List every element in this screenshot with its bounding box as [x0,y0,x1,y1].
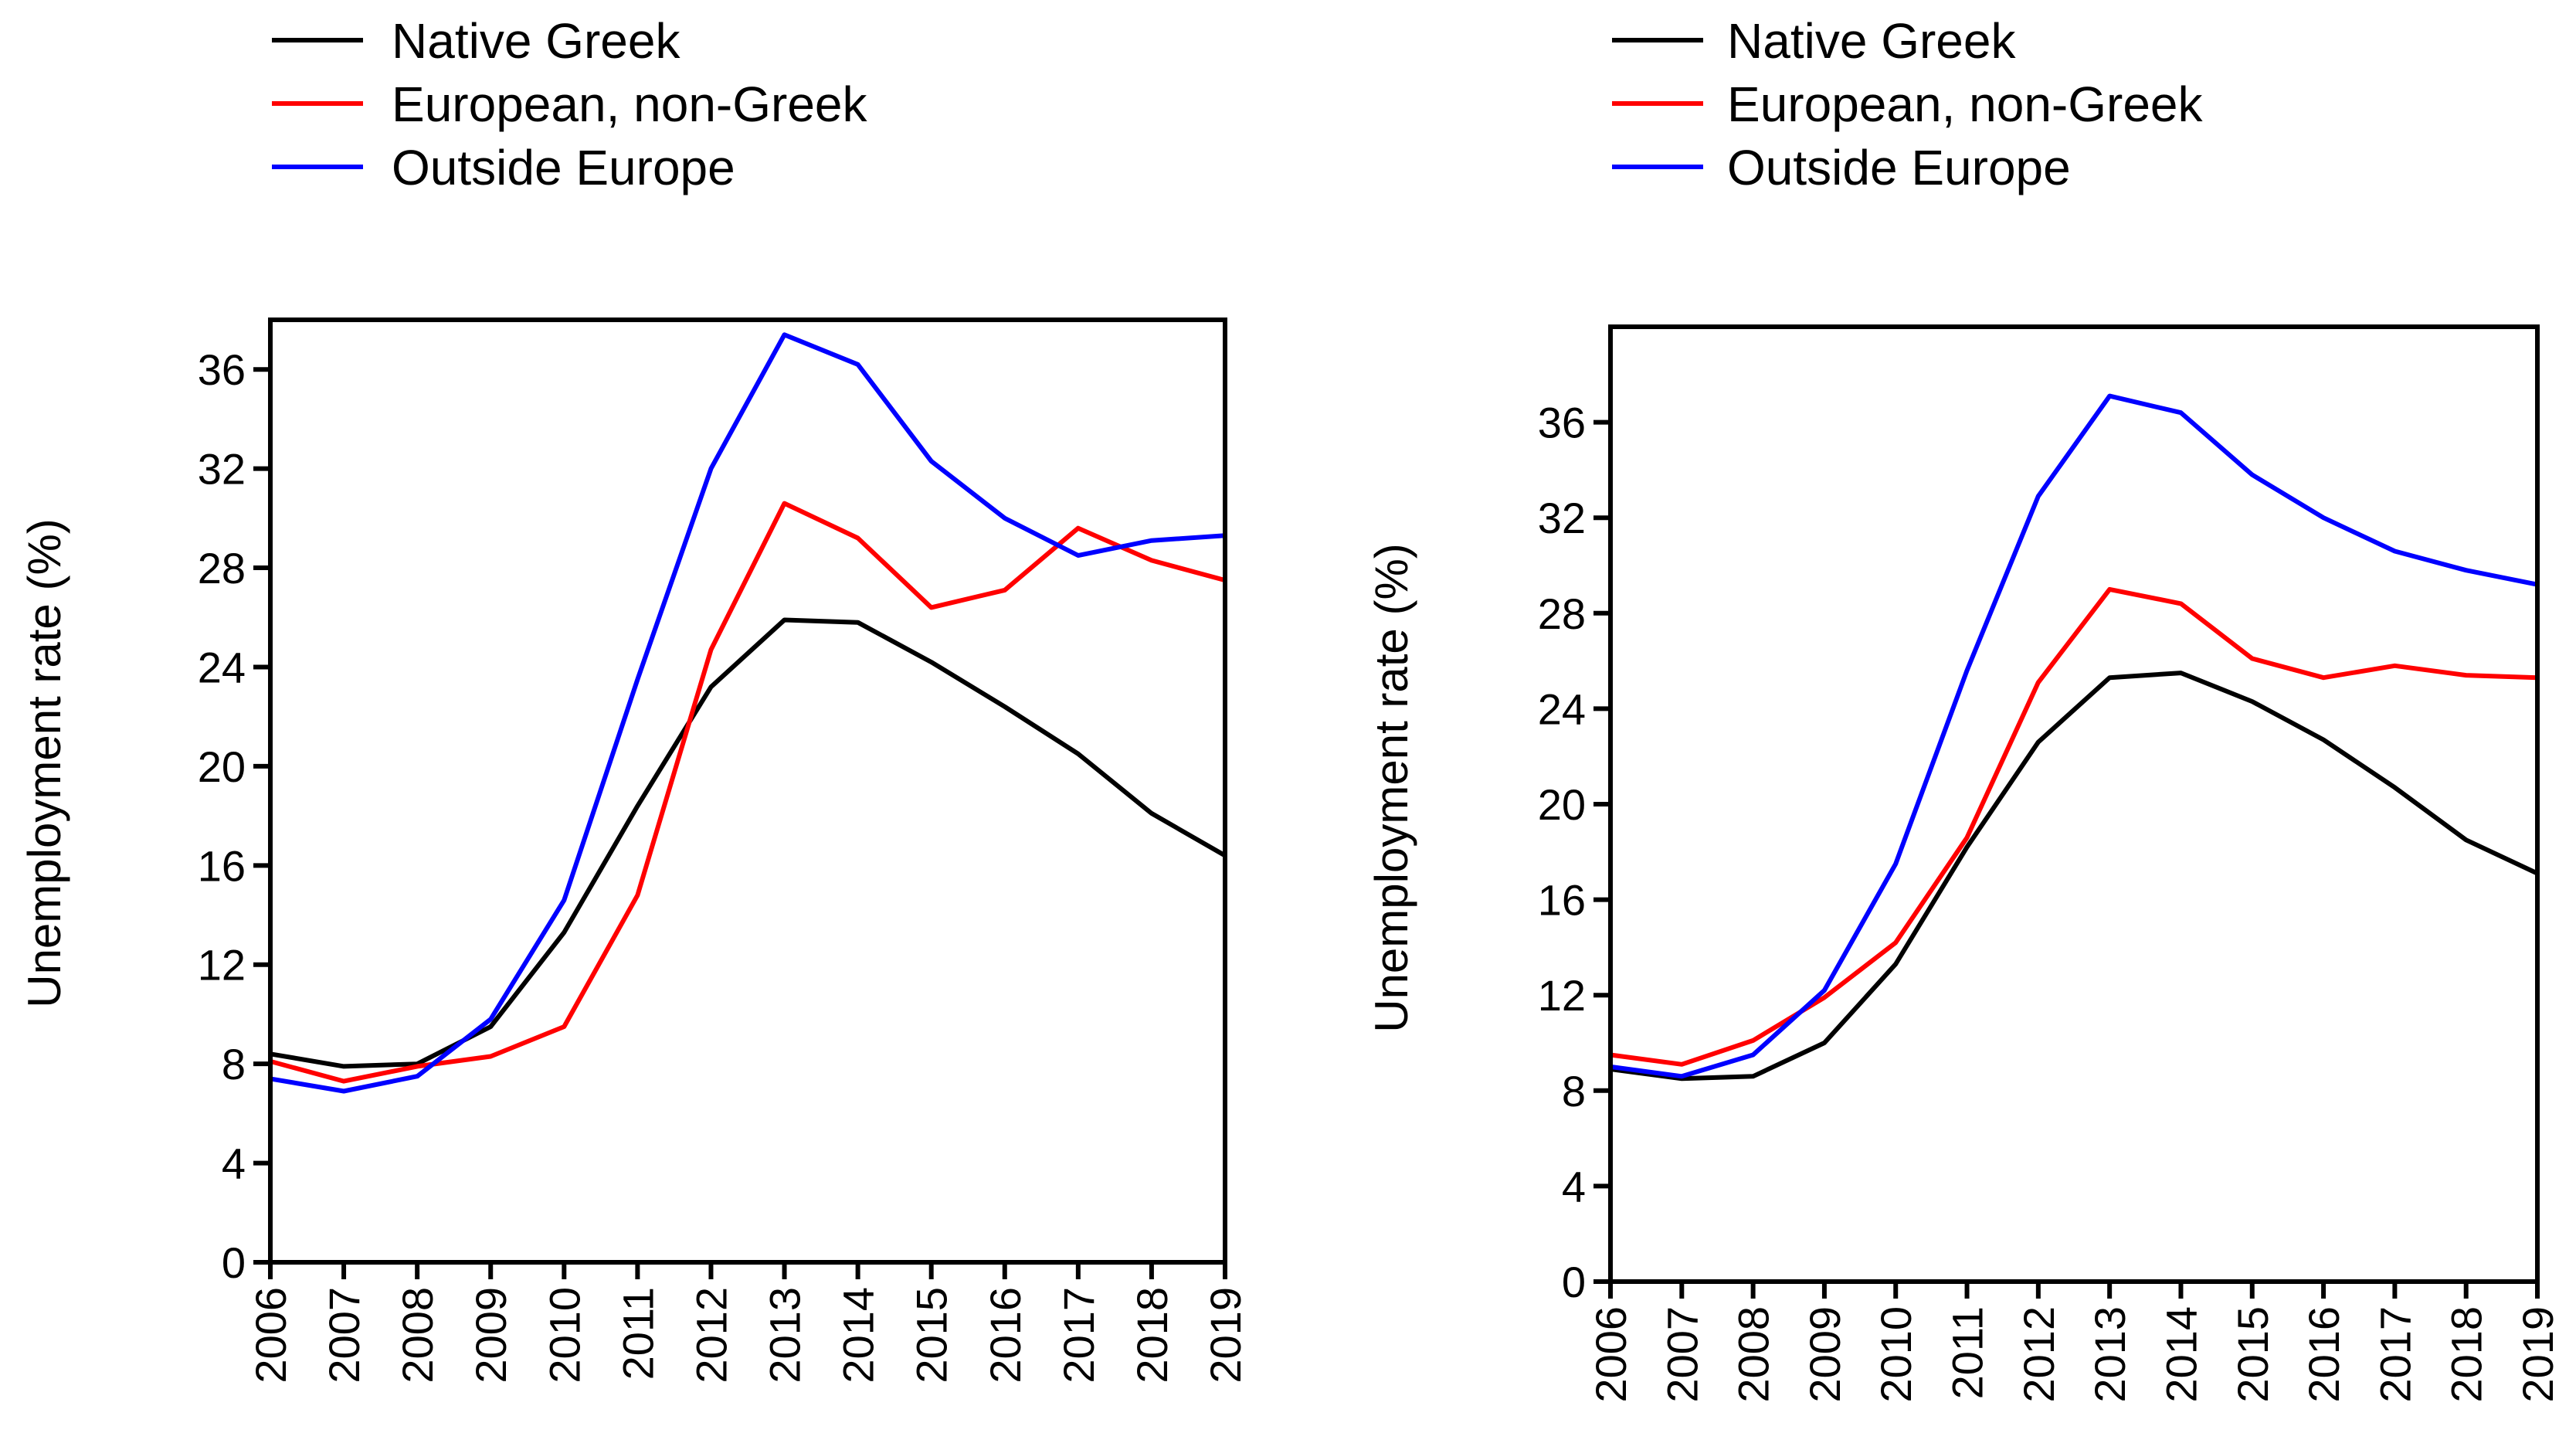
legend-label-outside-europe-right: Outside Europe [1727,140,2071,195]
x-tick-label-left-2015: 2015 [908,1287,956,1384]
series-right [1608,393,2540,1082]
x-tick-label-left-2012: 2012 [687,1287,735,1384]
y-tick-label-right-28: 28 [1538,589,1586,638]
y-tick-label-left-8: 8 [222,1040,246,1088]
y-tick-label-right-36: 36 [1538,399,1586,447]
legend-label-native-greek-left: Native Greek [392,13,680,69]
legend-label-outside-europe-left: Outside Europe [392,140,735,195]
x-tick-label-left-2019: 2019 [1201,1287,1250,1384]
y-tick-label-right-24: 24 [1538,684,1586,733]
x-tick-label-left-2018: 2018 [1128,1287,1176,1384]
x-tick-label-right-2013: 2013 [2086,1306,2134,1403]
y-tick-label-left-12: 12 [198,941,246,990]
x-tick-label-right-2016: 2016 [2299,1306,2348,1403]
x-tick-label-left-2017: 2017 [1054,1287,1103,1384]
y-tick-label-right-20: 20 [1538,780,1586,829]
y-tick-label-right-32: 32 [1538,494,1586,542]
plot-frame-right [1608,324,2540,1284]
chart-left: Native Greek European, non-Greek Outside… [19,13,1250,1384]
x-tick-label-left-2014: 2014 [834,1287,883,1384]
x-tick-label-left-2013: 2013 [761,1287,809,1384]
x-tick-label-left-2009: 2009 [467,1287,515,1384]
y-tick-label-left-32: 32 [198,445,246,494]
y-tick-label-left-16: 16 [198,841,246,890]
y-tick-label-right-12: 12 [1538,971,1586,1020]
y-tick-label-right-8: 8 [1562,1067,1586,1116]
series-left [268,332,1227,1094]
x-ticks-right: 2006 2007 2008 2009 2010 2011 2012 2013 2014 2015… [1587,1282,2562,1403]
y-tick-label-right-0: 0 [1562,1258,1586,1306]
y-tick-label-left-28: 28 [198,544,246,593]
y-tick-label-right-4: 4 [1562,1162,1586,1211]
plot-frame-left [268,318,1227,1265]
y-ticks-left: 0 4 8 12 16 20 24 28 32 36 [198,345,270,1287]
series-line-left-outside-europe [268,332,1227,1094]
chart-right: Native Greek European, non-Greek Outside… [1366,13,2562,1403]
x-tick-label-right-2018: 2018 [2442,1306,2491,1403]
x-tick-label-right-2012: 2012 [2014,1306,2063,1403]
x-tick-label-left-2008: 2008 [393,1287,442,1384]
legend-left: Native Greek European, non-Greek Outside… [272,13,868,195]
x-tick-label-left-2007: 2007 [320,1287,368,1384]
x-tick-label-right-2008: 2008 [1729,1306,1778,1403]
x-ticks-left: 2006 2007 2008 2009 2010 2011 2012 2013 2014 2015… [246,1262,1250,1384]
x-tick-label-right-2015: 2015 [2228,1306,2277,1403]
y-ticks-right: 0 4 8 12 16 20 24 28 32 36 [1538,399,1610,1306]
legend-label-european-right: European, non-Greek [1727,76,2204,132]
y-tick-label-left-0: 0 [222,1238,246,1287]
y-axis-label-right: Unemployment rate (%) [1366,543,1417,1033]
series-line-right-outside-europe [1608,393,2540,1079]
x-tick-label-right-2017: 2017 [2371,1306,2419,1403]
x-tick-label-left-2006: 2006 [246,1287,295,1384]
legend-right: Native Greek European, non-Greek Outside… [1612,13,2204,195]
y-tick-label-left-20: 20 [198,742,246,791]
y-tick-label-right-16: 16 [1538,876,1586,925]
x-tick-label-right-2010: 2010 [1872,1306,1920,1403]
y-tick-label-left-36: 36 [198,345,246,394]
y-axis-label-left: Unemployment rate (%) [19,518,70,1008]
x-tick-label-right-2007: 2007 [1658,1306,1706,1403]
y-tick-label-left-4: 4 [222,1139,246,1188]
y-tick-label-left-24: 24 [198,643,246,691]
x-tick-label-right-2006: 2006 [1587,1306,1635,1403]
legend-label-native-greek-right: Native Greek [1727,13,2016,69]
x-tick-label-right-2011: 2011 [1943,1306,1992,1399]
series-line-right-european-non-greek [1608,586,2540,1067]
series-line-right-native-greek [1608,671,2540,1082]
x-tick-label-right-2019: 2019 [2513,1306,2562,1403]
x-tick-label-right-2014: 2014 [2157,1306,2205,1403]
x-tick-label-left-2011: 2011 [613,1287,662,1380]
x-tick-label-left-2010: 2010 [540,1287,589,1384]
x-tick-label-left-2016: 2016 [981,1287,1030,1384]
legend-label-european-left: European, non-Greek [392,76,868,132]
x-tick-label-right-2009: 2009 [1800,1306,1849,1403]
series-line-left-native-greek [268,617,1227,1069]
